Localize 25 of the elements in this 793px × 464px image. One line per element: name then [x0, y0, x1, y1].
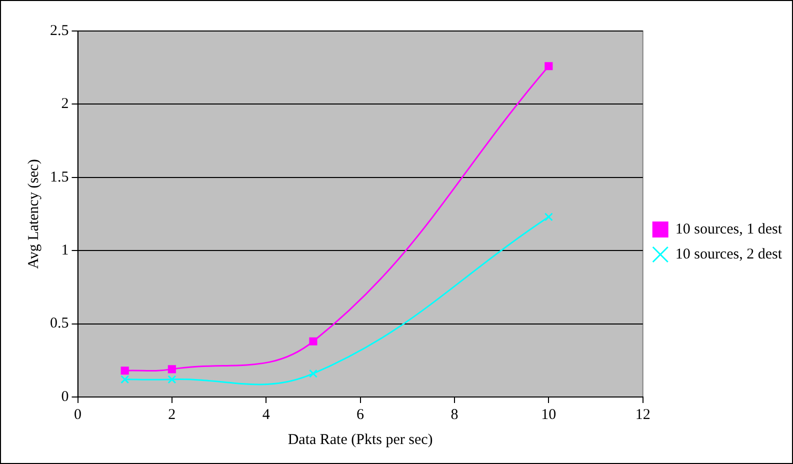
point	[120, 375, 130, 384]
legend-label: 10 sources, 1 dest	[675, 221, 783, 238]
y-tick-label: 1	[61, 242, 69, 259]
y-tick-label: 0.5	[50, 316, 69, 332]
x-tick-label: 12	[635, 406, 650, 423]
legend-label: 10 sources, 2 dest	[675, 246, 783, 262]
x-axis-title: Data Rate (Pkts per sec)	[288, 432, 433, 448]
point	[309, 337, 318, 346]
point	[544, 62, 553, 70]
y-tick-label: 0	[61, 388, 69, 405]
x-tick-label: 0	[74, 406, 82, 423]
point	[168, 365, 176, 374]
x-tick-label: 8	[450, 406, 458, 423]
point	[168, 375, 176, 384]
x-tick-label: 10	[541, 406, 556, 423]
y-tick-label: 1.5	[50, 169, 69, 186]
y-tick-label: 2.5	[50, 22, 69, 39]
x-tick-label: 6	[356, 406, 365, 423]
point	[308, 369, 318, 378]
x-tick-label: 2	[168, 406, 176, 423]
point	[544, 212, 553, 222]
y-axis-title: Avg Latency (sec)	[26, 159, 42, 269]
y-tick-label: 2	[61, 96, 69, 112]
point	[120, 366, 129, 375]
x-tick-label: 4	[262, 406, 270, 423]
